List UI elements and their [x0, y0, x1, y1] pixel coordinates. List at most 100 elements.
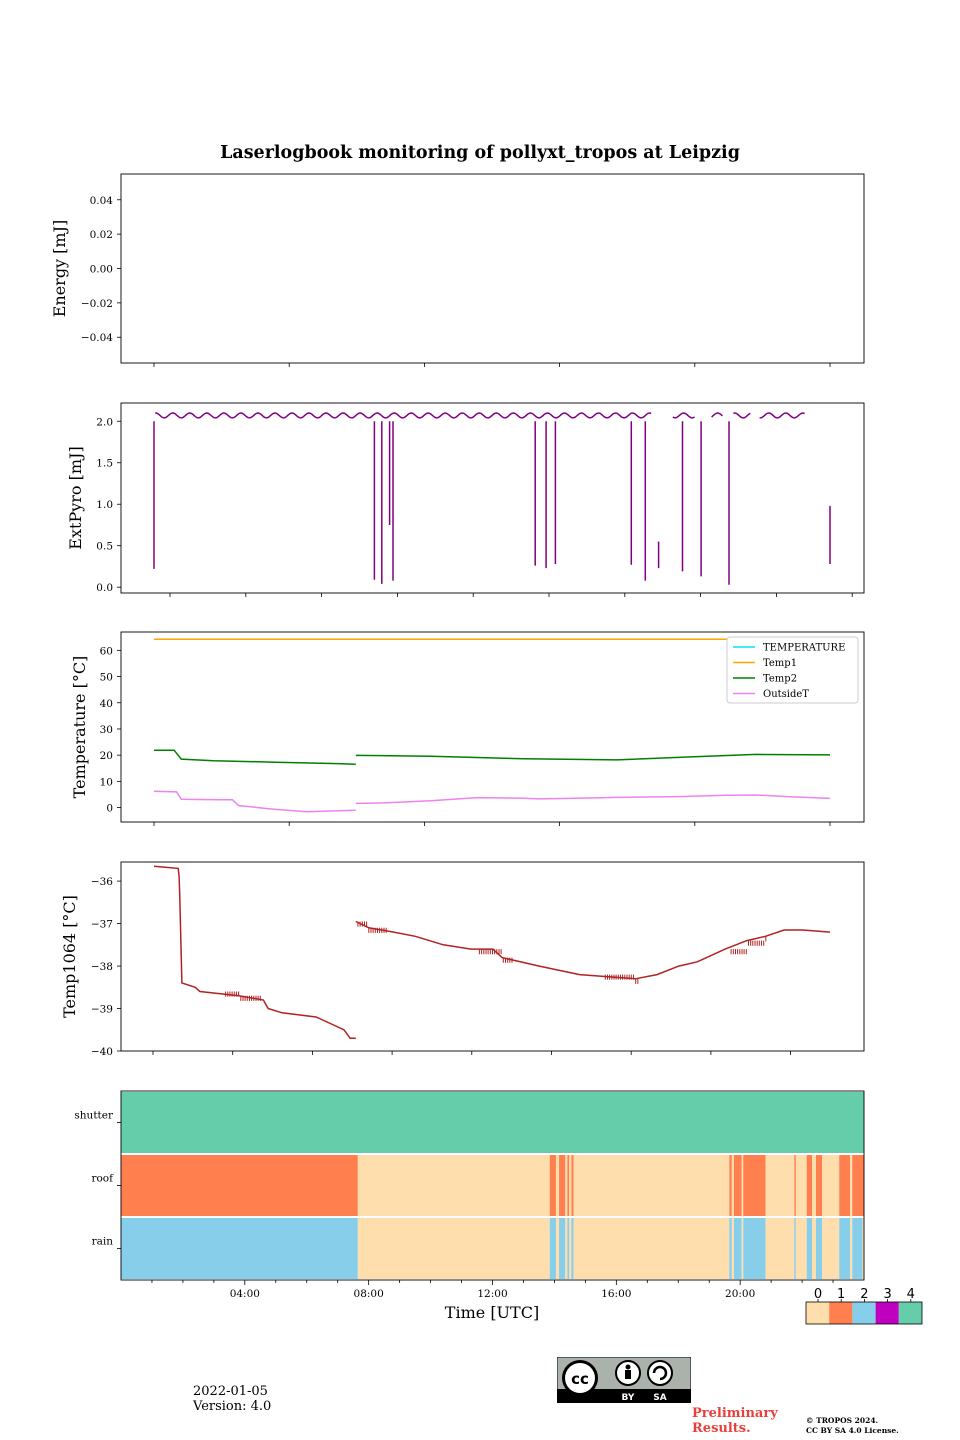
- status-segment-rain: [573, 1218, 730, 1279]
- legend-label: TEMPERATURE: [763, 643, 845, 654]
- preliminary-line1: Preliminary: [692, 1406, 778, 1421]
- panel-energy-frame: [120, 173, 865, 364]
- panel-extpyro-axes: 0.0 0.5 1.0 1.5 2.0 ExtPyro [mJ]: [66, 402, 865, 597]
- y-tick-label: 1.0: [96, 499, 113, 511]
- colorbar-tick-label: 4: [907, 1287, 915, 1302]
- status-segment-rain: [850, 1218, 853, 1279]
- status-segment-rain: [811, 1218, 817, 1279]
- y-tick-label: 2.0: [96, 416, 113, 428]
- colorbar-tick-label: 1: [837, 1287, 845, 1302]
- status-segment-roof: [555, 1155, 560, 1216]
- y-tick-label: 20: [100, 750, 113, 762]
- y-tick-label: 40: [100, 698, 113, 710]
- status-segment-rain: [765, 1218, 795, 1279]
- status-segment-rain: [743, 1218, 766, 1279]
- status-segment-roof: [559, 1155, 566, 1216]
- y-tick-label: −0.02: [81, 298, 113, 310]
- y-axis-label: Energy [mJ]: [50, 220, 69, 318]
- copyright-notice: © TROPOS 2024. CC BY SA 4.0 License.: [806, 1416, 899, 1436]
- series-extpyro-line: [153, 412, 831, 585]
- panel-status: shutter roof rain 04:00 08:00 12:00 16:00 20:00…: [74, 1090, 865, 1322]
- status-segment-shutter: [121, 1092, 864, 1153]
- status-segment-rain: [795, 1218, 807, 1279]
- colorbar-swatch: [806, 1302, 830, 1324]
- status-segment-rain: [731, 1218, 734, 1279]
- legend-label: Temp1: [763, 658, 797, 669]
- colorbar-swatch: [875, 1302, 899, 1324]
- cc-by-label: BY: [622, 1393, 635, 1403]
- status-segment-roof: [569, 1155, 572, 1216]
- status-segment-rain: [852, 1218, 863, 1279]
- y-tick-label: −38: [91, 961, 113, 973]
- status-segment-rain: [862, 1218, 864, 1279]
- y-tick-label: −37: [91, 919, 113, 931]
- y-tick-label: 60: [100, 645, 113, 657]
- y-tick-label: 0.5: [96, 541, 113, 553]
- preliminary-notice: Preliminary Results.: [692, 1406, 778, 1436]
- status-segment-rain: [806, 1218, 812, 1279]
- status-segment-rain: [822, 1218, 840, 1279]
- cc-license-badge: cc BY SA: [556, 1356, 692, 1404]
- panel-temp1064-frame: [120, 861, 865, 1052]
- copyright-line1: © TROPOS 2024.: [806, 1416, 879, 1425]
- colorbar-tick-label: 0: [814, 1287, 822, 1302]
- status-row-label: roof: [91, 1173, 114, 1185]
- status-segment-roof: [850, 1155, 853, 1216]
- x-axis-label: Time [UTC]: [445, 1303, 539, 1322]
- y-tick-label: 10: [100, 776, 113, 788]
- status-segment-rain: [121, 1218, 358, 1279]
- status-row-label: shutter: [74, 1110, 114, 1122]
- footer-date: 2022-01-05: [193, 1384, 268, 1399]
- status-row-label: rain: [92, 1236, 114, 1248]
- y-tick-label: −36: [91, 876, 113, 888]
- colorbar-tick-label: 3: [883, 1287, 891, 1302]
- status-segment-roof: [743, 1155, 766, 1216]
- x-tick-label: 08:00: [354, 1288, 384, 1300]
- colorbar-swatch: [852, 1302, 876, 1324]
- status-segment-rain: [555, 1218, 560, 1279]
- status-segment-roof: [121, 1155, 358, 1216]
- colorbar-swatch: [898, 1302, 922, 1324]
- y-tick-label: 50: [100, 672, 113, 684]
- status-segment-roof: [571, 1155, 574, 1216]
- status-segment-roof: [806, 1155, 812, 1216]
- colorbar-swatch: [829, 1302, 853, 1324]
- status-segment-rain: [733, 1218, 742, 1279]
- chart-title: Laserlogbook monitoring of pollyxt_tropo…: [220, 143, 740, 163]
- x-tick-label: 04:00: [230, 1288, 260, 1300]
- status-segment-roof: [794, 1155, 796, 1216]
- x-tick-label: 20:00: [725, 1288, 755, 1300]
- y-tick-label: 1.5: [96, 458, 113, 470]
- preliminary-line2: Results.: [692, 1421, 751, 1436]
- panel-energy: −0.04 −0.02 0.00 0.02 0.04 Energy [mJ]: [50, 173, 865, 367]
- svg-text:cc: cc: [571, 1370, 589, 1388]
- status-segment-rain: [559, 1218, 566, 1279]
- status-segment-roof: [839, 1155, 851, 1216]
- footer-date-block: 2022-01-05 Version: 4.0: [193, 1384, 271, 1414]
- series-temp2-line: [154, 749, 831, 766]
- status-segment-roof: [795, 1155, 807, 1216]
- y-tick-label: 30: [100, 724, 113, 736]
- status-segment-roof: [765, 1155, 795, 1216]
- y-axis-label: ExtPyro [mJ]: [66, 446, 85, 549]
- x-tick-label: 16:00: [601, 1288, 631, 1300]
- y-axis-label: Temperature [°C]: [70, 656, 89, 799]
- panel-temperature: 0 10 20 30 40 50 60 Temperature [°C] TEMPERATURE…: [70, 631, 865, 826]
- x-tick-label: 12:00: [477, 1288, 507, 1300]
- y-tick-label: 0: [106, 803, 113, 815]
- panel-energy-axes: −0.04 −0.02 0.00 0.02 0.04 Energy [mJ]: [50, 173, 865, 367]
- legend-label: OutsideT: [763, 689, 809, 700]
- status-segment-rain: [565, 1218, 568, 1279]
- panel-extpyro: 0.0 0.5 1.0 1.5 2.0 ExtPyro [mJ]: [66, 402, 865, 597]
- status-segment-rain: [357, 1218, 550, 1279]
- y-tick-label: 0.02: [90, 229, 113, 241]
- status-segment-rain: [794, 1218, 796, 1279]
- status-segment-roof: [549, 1155, 556, 1216]
- footer-version: Version: 4.0: [193, 1399, 272, 1414]
- status-segment-rain: [741, 1218, 744, 1279]
- copyright-line2: CC BY SA 4.0 License.: [806, 1426, 899, 1435]
- legend-box: [726, 636, 859, 704]
- cc-sa-label: SA: [653, 1393, 666, 1403]
